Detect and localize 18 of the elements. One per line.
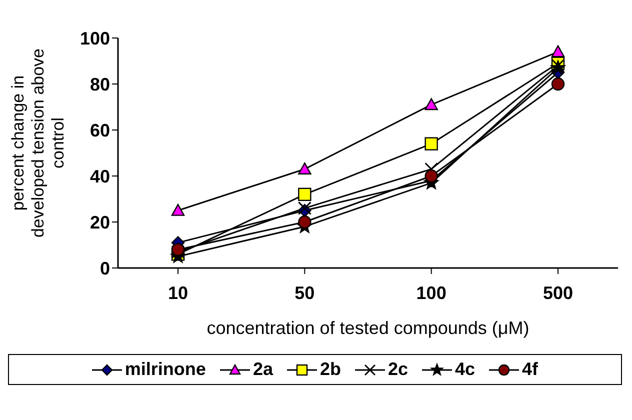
y-tick-label: 0: [100, 258, 110, 278]
x-tick-label: 100: [416, 282, 446, 303]
legend-label: 2a: [252, 359, 273, 380]
y-axis-title: percent change in developed tension above control: [8, 47, 68, 240]
legend-label: 2b: [320, 359, 341, 380]
legend-label: 4c: [455, 359, 476, 380]
y-tick-label: 40: [90, 166, 110, 186]
y-tick-label: 60: [90, 120, 110, 140]
y-tick-label: 100: [80, 28, 110, 48]
x-tick-label: 50: [294, 282, 315, 303]
x-axis-title: concentration of tested compounds (μM): [206, 318, 530, 338]
x-tick-label: 500: [542, 282, 574, 303]
y-tick-label: 80: [90, 74, 110, 94]
legend-label: 2c: [388, 359, 408, 380]
legend-label: 4f: [522, 359, 538, 380]
legend-label: milrinone: [124, 359, 206, 380]
x-tick-label: 10: [168, 282, 188, 303]
y-tick-label: 20: [90, 212, 110, 232]
